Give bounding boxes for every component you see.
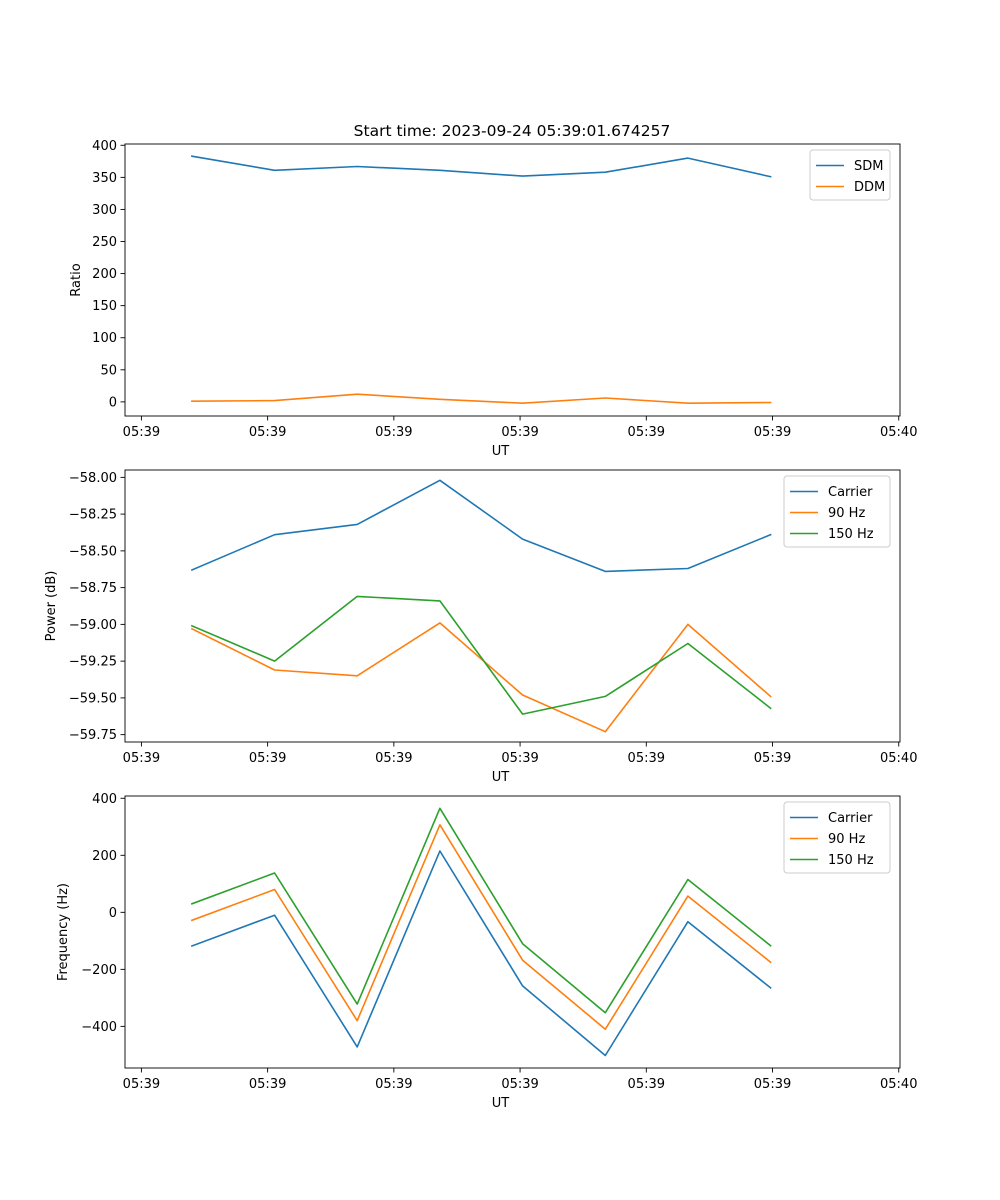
series-line-power-carrier: [190, 479, 772, 573]
series-line-ratio-ddm: [191, 393, 772, 405]
subplot-power: 05:39 05:39 05:39 05:39 05:39 05:39 05:40 −58.0…: [44, 469, 917, 785]
y-tick-label: −400: [81, 1020, 117, 1035]
y-tick-label: −200: [81, 963, 117, 978]
y-tick-label: 200: [92, 267, 117, 282]
y-axis-label-frequency: Frequency (Hz): [56, 883, 71, 981]
x-tick-label: 05:39: [249, 425, 286, 440]
series-line-power-90-hz: [190, 622, 772, 733]
y-tick-label: 150: [92, 299, 117, 314]
axes-frame-ratio: [124, 143, 901, 417]
x-tick-label: 05:39: [249, 1077, 286, 1092]
x-tick-label: 05:39: [754, 1077, 791, 1092]
figure-title: Start time: 2023-09-24 05:39:01.674257: [354, 122, 671, 140]
x-tick-label: 05:39: [249, 751, 286, 766]
y-tick-label: 100: [92, 331, 117, 346]
axes-frame-power: [124, 469, 901, 743]
legend-frequency: Carrier 90 Hz 150 Hz: [783, 801, 891, 874]
subplot-ratio: 05:39 05:39 05:39 05:39 05:39 05:39 05:40 0 50 10…: [69, 139, 917, 459]
legend-ratio: SDM DDM: [809, 149, 891, 201]
series-line-frequency-carrier: [190, 850, 772, 1057]
y-tick-label: 200: [92, 849, 117, 864]
x-tick-label: 05:39: [123, 751, 160, 766]
x-axis-label-ratio: UT: [492, 444, 510, 459]
legend-label: Carrier: [828, 811, 873, 826]
y-tick-label: −58.25: [69, 508, 117, 523]
x-tick-label: 05:39: [754, 751, 791, 766]
y-tick-label: 300: [92, 203, 117, 218]
y-tick-label: 350: [92, 171, 117, 186]
x-tick-label: 05:39: [501, 1077, 538, 1092]
legend-label: 150 Hz: [828, 853, 874, 868]
x-axis-label-frequency: UT: [492, 1096, 510, 1111]
x-tick-label: 05:39: [501, 425, 538, 440]
x-tick-label: 05:39: [375, 1077, 412, 1092]
x-tick-label: 05:40: [880, 1077, 917, 1092]
legend-label: DDM: [854, 180, 885, 195]
legend-label: 150 Hz: [828, 527, 874, 542]
x-tick-label: 05:40: [880, 751, 917, 766]
x-tick-label: 05:39: [628, 1077, 665, 1092]
x-tick-label: 05:39: [501, 751, 538, 766]
x-axis-label-power: UT: [492, 770, 510, 785]
legend-box: [809, 149, 891, 201]
x-tick-label: 05:39: [754, 425, 791, 440]
x-tick-label: 05:39: [123, 1077, 160, 1092]
legend-label: Carrier: [828, 485, 873, 500]
y-axis-label-ratio: Ratio: [69, 263, 84, 296]
legend-label: SDM: [854, 159, 883, 174]
y-axis-label-power: Power (dB): [44, 571, 59, 642]
y-tick-label: 50: [100, 363, 117, 378]
series-line-power-150-hz: [190, 595, 772, 715]
y-tick-label: 0: [109, 906, 117, 921]
x-tick-label: 05:40: [880, 425, 917, 440]
legend-label: 90 Hz: [828, 506, 865, 521]
y-tick-label: 250: [92, 235, 117, 250]
axes-frame-frequency: [124, 795, 901, 1069]
legend-power: Carrier 90 Hz 150 Hz: [783, 475, 891, 548]
series-line-frequency-90-hz: [190, 823, 772, 1030]
subplot-frequency: 05:39 05:39 05:39 05:39 05:39 05:39 05:40 −400 −…: [56, 792, 917, 1111]
y-tick-label: −59.25: [69, 655, 117, 670]
legend-box: [783, 475, 891, 548]
x-tick-label: 05:39: [123, 425, 160, 440]
y-tick-label: 400: [92, 792, 117, 807]
y-tick-label: −59.75: [69, 728, 117, 743]
legend-box: [783, 801, 891, 874]
y-tick-label: −59.00: [69, 618, 117, 633]
x-tick-label: 05:39: [628, 751, 665, 766]
y-tick-label: −58.75: [69, 581, 117, 596]
y-tick-label: −58.50: [69, 544, 117, 559]
y-tick-label: 400: [92, 139, 117, 154]
y-tick-label: 0: [109, 395, 117, 410]
series-line-frequency-150-hz: [190, 807, 772, 1014]
x-tick-label: 05:39: [628, 425, 665, 440]
x-tick-label: 05:39: [375, 751, 412, 766]
legend-label: 90 Hz: [828, 832, 865, 847]
y-tick-label: −58.00: [69, 471, 117, 486]
series-line-ratio-sdm: [190, 155, 772, 178]
x-tick-label: 05:39: [375, 425, 412, 440]
y-tick-label: −59.50: [69, 691, 117, 706]
